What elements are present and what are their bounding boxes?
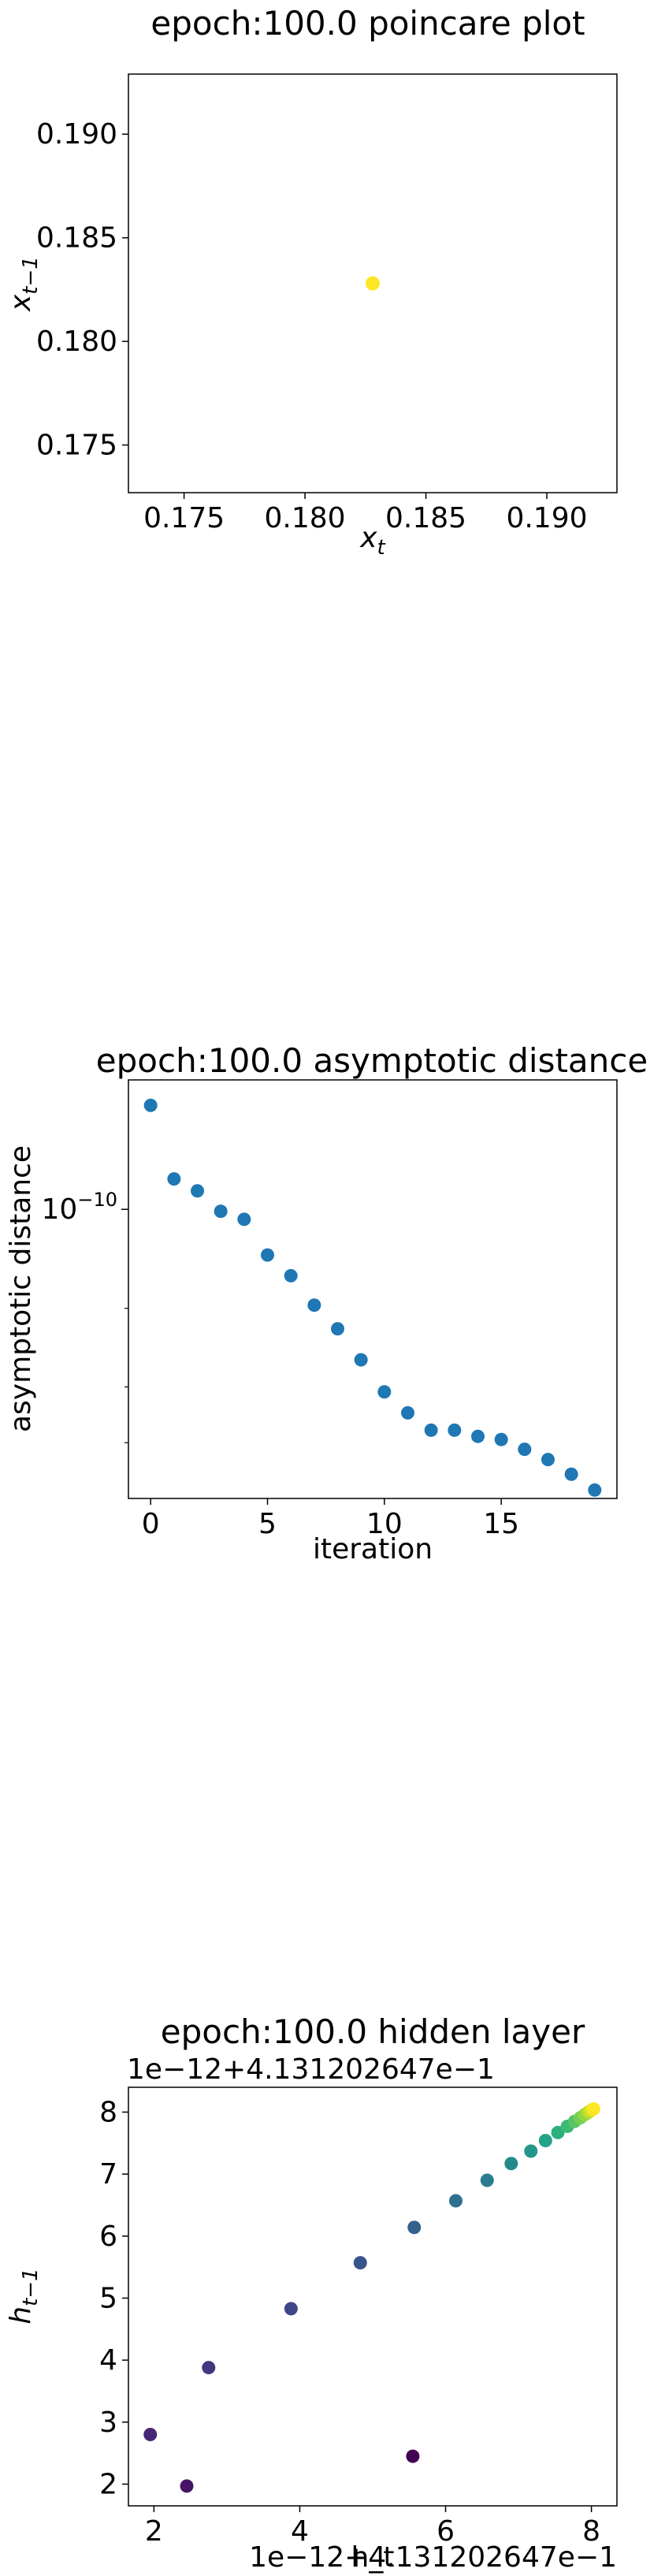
- poincare-y-tick-label: 0.175: [36, 430, 117, 462]
- hidden-layer-point: [143, 2428, 158, 2442]
- hidden-layer-x-ticks: 2 4 6 8: [145, 2506, 600, 2548]
- poincare-y-ticks: 0.175 0.180 0.185 0.190: [36, 118, 128, 462]
- asymptotic-point: [518, 1442, 532, 1457]
- hidden-layer-point: [284, 2302, 298, 2316]
- poincare-point: [366, 276, 380, 291]
- asymptotic-point: [377, 1385, 392, 1399]
- asymptotic-point: [237, 1212, 251, 1227]
- hidden-layer-point: [448, 2194, 463, 2208]
- asymptotic-distance-chart: epoch:100.0 asymptotic distance 0 5 10 15 1…: [5, 1041, 648, 1565]
- asymptotic-point: [470, 1429, 485, 1443]
- hidden-layer-point: [202, 2361, 216, 2375]
- hidden-layer-point: [504, 2157, 518, 2171]
- hidden-layer-y-ticks: 2 3 4 5 6 7 8: [99, 2096, 128, 2500]
- hidden-layer-x-tick-label: 6: [437, 2515, 455, 2548]
- poincare-x-tick-label: 0.185: [385, 502, 466, 534]
- asymptotic-plot-frame: [128, 1079, 618, 1499]
- hidden-layer-x-tick-label: 8: [582, 2515, 600, 2548]
- asymptotic-x-tick-label: 0: [142, 1508, 160, 1540]
- asymptotic-point: [191, 1184, 205, 1198]
- asymptotic-point: [214, 1204, 228, 1219]
- asymptotic-point: [564, 1467, 578, 1481]
- poincare-y-axis-label: xt−1: [5, 256, 43, 312]
- hidden-layer-point: [524, 2144, 538, 2158]
- hidden-layer-x-axis-label: h_t: [351, 2541, 395, 2574]
- hidden-layer-point: [353, 2256, 367, 2270]
- asymptotic-point: [331, 1322, 345, 1336]
- hidden-layer-x-tick-label: 2: [145, 2515, 163, 2548]
- asymptotic-point: [541, 1453, 555, 1467]
- poincare-x-ticks: 0.175 0.180 0.185 0.190: [143, 493, 588, 534]
- asymptotic-point: [588, 1483, 602, 1497]
- poincare-points: [366, 276, 380, 291]
- poincare-x-tick-label: 0.190: [506, 502, 587, 534]
- hidden-layer-y-tick-label: 2: [99, 2468, 117, 2500]
- hidden-layer-y-offset-text: 1e−12+4.131202647e−1: [127, 2053, 495, 2086]
- poincare-x-tick-label: 0.180: [265, 502, 346, 534]
- hidden-layer-y-axis-label: ht−1: [5, 2268, 43, 2324]
- hidden-layer-point: [480, 2173, 494, 2187]
- asymptotic-y-ticks: 10−10: [42, 1189, 128, 1443]
- hidden-layer-point: [586, 2102, 600, 2116]
- asymptotic-x-tick-label: 10: [366, 1508, 403, 1540]
- asymptotic-title: epoch:100.0 asymptotic distance: [96, 1041, 648, 1080]
- asymptotic-point: [143, 1098, 158, 1112]
- poincare-title: epoch:100.0 poincare plot: [150, 4, 585, 43]
- hidden-layer-y-tick-label: 6: [99, 2220, 117, 2253]
- hidden-layer-plot-frame: [128, 2086, 618, 2507]
- hidden-layer-y-tick-label: 7: [99, 2158, 117, 2191]
- asymptotic-x-axis-label: iteration: [313, 1533, 433, 1565]
- asymptotic-point: [424, 1423, 438, 1437]
- hidden-layer-point: [407, 2220, 422, 2235]
- asymptotic-x-tick-label: 15: [483, 1508, 519, 1540]
- asymptotic-point: [448, 1423, 462, 1437]
- hidden-layer-y-tick-label: 3: [99, 2407, 117, 2439]
- asymptotic-x-ticks: 0 5 10 15: [142, 1498, 519, 1540]
- asymptotic-point: [261, 1248, 275, 1262]
- hidden-layer-points: [143, 2102, 600, 2493]
- asymptotic-point: [354, 1353, 368, 1367]
- asymptotic-point: [307, 1298, 321, 1312]
- hidden-layer-chart: epoch:100.0 hidden layer 1e−12+4.1312026…: [5, 2012, 618, 2574]
- asymptotic-point: [167, 1172, 181, 1186]
- poincare-y-tick-label: 0.180: [36, 326, 117, 358]
- poincare-y-tick-label: 0.185: [36, 222, 117, 255]
- asymptotic-point: [494, 1432, 508, 1446]
- poincare-x-tick-label: 0.175: [143, 502, 225, 534]
- hidden-layer-y-tick-label: 8: [99, 2096, 117, 2128]
- asymptotic-point: [284, 1268, 298, 1282]
- hidden-layer-y-tick-label: 4: [99, 2344, 117, 2377]
- hidden-layer-point: [551, 2125, 565, 2139]
- hidden-layer-y-tick-label: 5: [99, 2282, 117, 2314]
- asymptotic-y-tick-label: 10−10: [42, 1189, 117, 1226]
- hidden-layer-point: [406, 2449, 420, 2463]
- poincare-y-tick-label: 0.190: [36, 118, 117, 151]
- hidden-layer-point: [180, 2479, 194, 2493]
- poincare-x-axis-label: xt: [359, 522, 385, 560]
- asymptotic-points: [143, 1098, 602, 1497]
- hidden-layer-x-tick-label: 4: [291, 2515, 309, 2548]
- hidden-layer-title: epoch:100.0 hidden layer: [161, 2012, 585, 2051]
- asymptotic-y-axis-label: asymptotic distance: [5, 1145, 37, 1432]
- asymptotic-x-tick-label: 5: [258, 1508, 277, 1540]
- hidden-layer-point: [538, 2134, 552, 2148]
- hidden-layer-x-offset-text: 1e−12+4.131202647e−1: [249, 2541, 617, 2574]
- asymptotic-point: [400, 1405, 414, 1420]
- poincare-chart: epoch:100.0 poincare plot 0.175 0.180 0.18…: [5, 4, 618, 560]
- poincare-plot-frame: [128, 73, 618, 493]
